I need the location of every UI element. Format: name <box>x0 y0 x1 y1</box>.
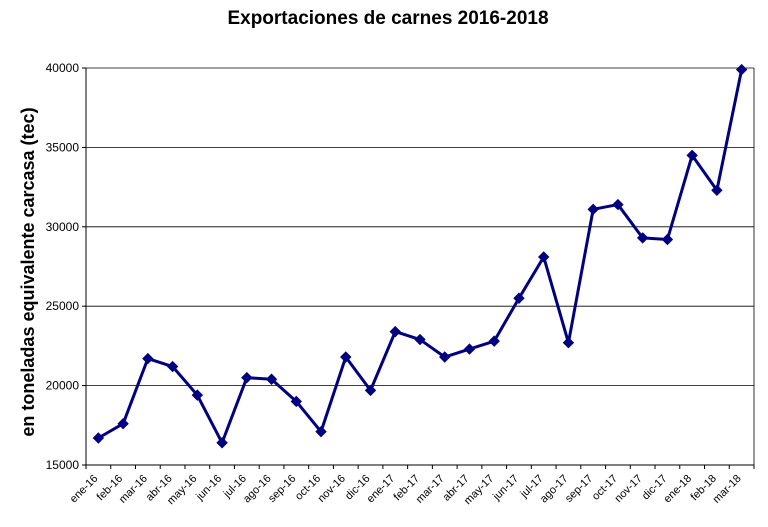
data-point <box>166 360 179 373</box>
x-tick-label: jun-16 <box>193 473 224 504</box>
data-point <box>340 351 352 363</box>
data-point <box>562 337 575 349</box>
data-point <box>661 233 674 246</box>
x-tick-label: sep-16 <box>266 473 298 505</box>
data-point <box>735 63 748 76</box>
x-tick-label: ene-17 <box>365 473 398 506</box>
x-tick-label: ene-16 <box>68 473 101 506</box>
y-axis-ticks: 15000 20000 25000 30000 35000 40000 <box>46 61 80 472</box>
x-tick-label: ene-18 <box>662 473 695 506</box>
data-point <box>265 373 278 385</box>
series-line <box>97 69 744 445</box>
data-point <box>389 325 401 338</box>
x-tick-label: sep-17 <box>563 473 595 505</box>
data-point <box>488 335 500 347</box>
data-point <box>636 232 649 244</box>
data-point <box>191 389 204 401</box>
data-point <box>439 351 451 363</box>
data-point <box>315 425 327 438</box>
data-point <box>513 292 525 304</box>
data-point <box>216 437 228 449</box>
chart-title: Exportaciones de carnes 2016-2018 <box>227 8 548 29</box>
data-point <box>612 198 624 211</box>
x-tick-label: mar-17 <box>414 473 447 506</box>
y-tick-label: 40000 <box>46 61 80 75</box>
x-tick-label: jun-17 <box>490 473 521 504</box>
data-point <box>364 384 377 397</box>
x-axis-ticks: ene-16feb-16mar-16abr-16may-16jun-16jul-… <box>68 473 744 507</box>
data-point <box>117 418 129 430</box>
y-tick-label: 20000 <box>46 379 80 393</box>
data-point <box>587 203 599 216</box>
y-tick-label: 35000 <box>46 140 80 154</box>
data-point <box>711 184 723 196</box>
x-tick-label: nov-16 <box>316 473 348 505</box>
y-tick-label: 30000 <box>46 220 80 234</box>
x-tick-label: nov-17 <box>613 473 645 505</box>
y-tick-label: 15000 <box>46 458 80 472</box>
data-point <box>414 333 426 346</box>
x-tick-label: mar-16 <box>117 473 150 506</box>
x-tick-label: mar-18 <box>711 473 744 506</box>
data-point <box>142 352 154 365</box>
data-point <box>686 149 698 162</box>
y-tick-label: 25000 <box>46 299 80 313</box>
axes <box>82 67 755 469</box>
data-point <box>537 251 550 263</box>
data-point <box>290 395 303 408</box>
y-axis-label: en toneladas equivalente carcasa (tec) <box>18 107 38 436</box>
data-point <box>463 343 476 355</box>
data-series <box>92 63 748 449</box>
data-point <box>241 371 253 384</box>
data-point <box>92 432 105 444</box>
gridlines <box>86 67 754 387</box>
